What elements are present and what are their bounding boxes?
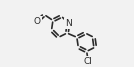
Text: N: N — [65, 19, 72, 28]
Text: O: O — [34, 17, 41, 26]
Text: Cl: Cl — [84, 57, 93, 66]
